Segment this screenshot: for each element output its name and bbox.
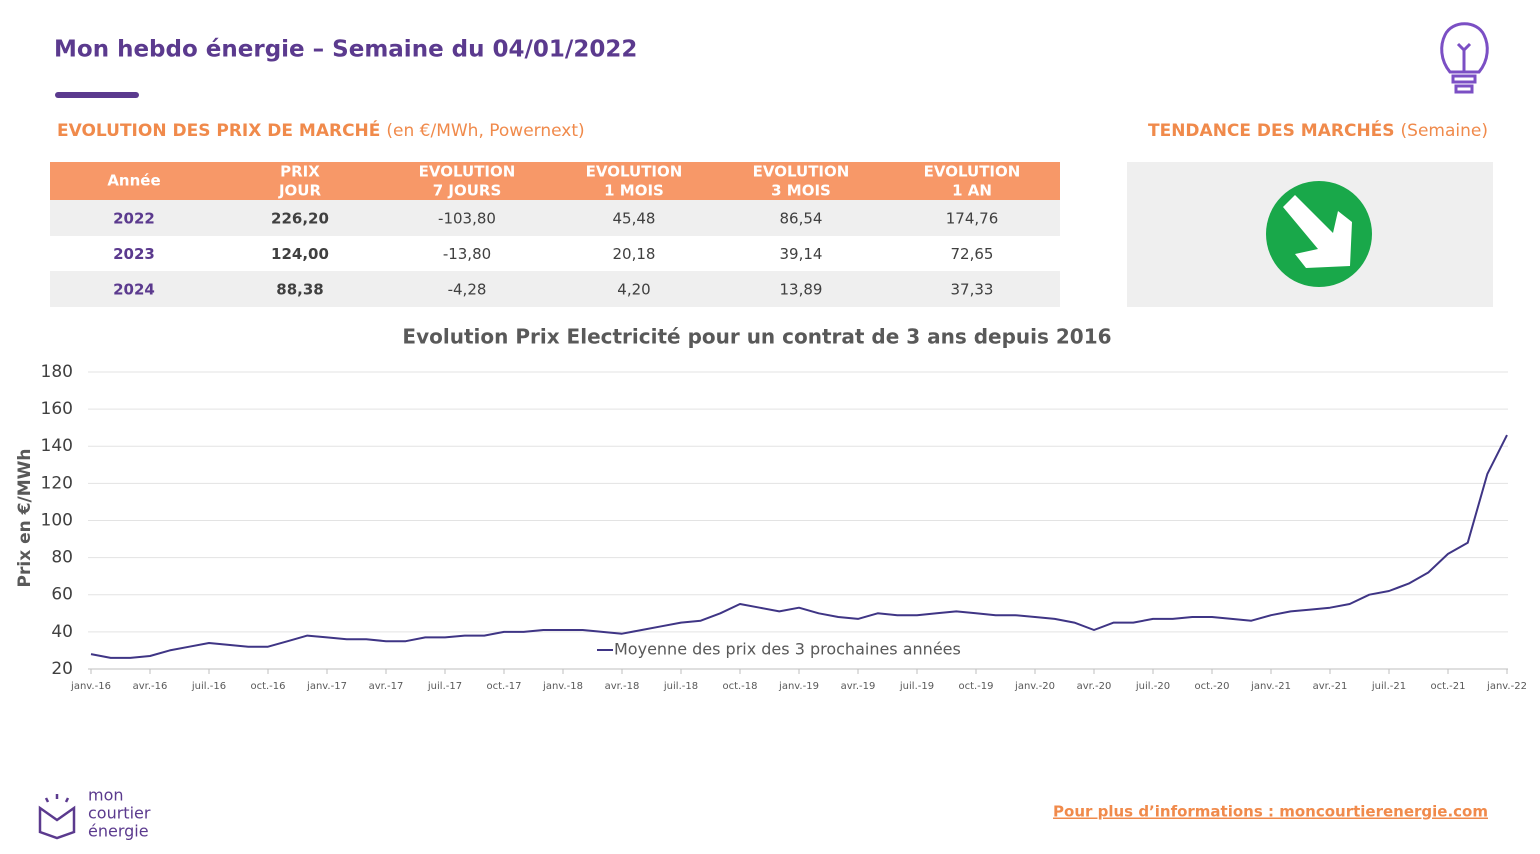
table-header-cell: EVOLUTION (586, 163, 683, 181)
y-tick-label: 160 (41, 399, 73, 419)
table-cell: -4,28 (448, 281, 487, 299)
table-header-cell: JOUR (278, 182, 322, 200)
table-cell: 226,20 (271, 210, 329, 228)
chart-title: Evolution Prix Electricité pour un contr… (402, 325, 1111, 349)
trend-arrow (1283, 195, 1352, 268)
y-tick-label: 40 (51, 622, 73, 642)
x-tick-label: juil.-16 (191, 681, 226, 692)
table-cell: 86,54 (780, 210, 823, 228)
x-tick-label: oct.-20 (1194, 681, 1229, 692)
table-cell: 72,65 (951, 245, 994, 263)
table-header-cell: Année (107, 172, 160, 190)
table-header-cell: 7 JOURS (433, 182, 502, 200)
table-cell: 2023 (113, 245, 155, 263)
table-header-cell: 1 MOIS (604, 182, 664, 200)
x-tick-label: avr.-16 (133, 681, 168, 692)
table-cell: 45,48 (613, 210, 656, 228)
table-cell: 37,33 (951, 281, 994, 299)
x-tick-label: juil.-20 (1135, 681, 1170, 692)
logo-line: énergie (88, 822, 149, 841)
logo-line: mon (88, 786, 124, 805)
table-header-cell: PRIX (280, 163, 320, 181)
x-tick-label: avr.-20 (1077, 681, 1112, 692)
y-tick-label: 180 (41, 362, 73, 382)
table-cell: 2022 (113, 210, 155, 228)
chart: Evolution Prix Electricité pour un contr… (15, 325, 1527, 693)
x-tick-label: janv.-18 (542, 681, 583, 692)
x-tick-label: juil.-21 (1371, 681, 1406, 692)
legend-label: Moyenne des prix des 3 prochaines années (614, 640, 961, 659)
table-row-bg (50, 271, 1060, 307)
table-header-bg (50, 162, 1060, 200)
footer-link[interactable]: Pour plus d’informations : moncourtieren… (1053, 803, 1488, 821)
table-cell: 13,89 (780, 281, 823, 299)
y-tick-label: 120 (41, 473, 73, 493)
table-cell: 88,38 (276, 281, 323, 299)
table-header-cell: 3 MOIS (771, 182, 831, 200)
title-underline (55, 92, 139, 98)
y-tick-label: 80 (51, 548, 73, 568)
table-cell: 174,76 (946, 210, 999, 228)
y-tick-label: 60 (51, 585, 73, 605)
table-cell: -103,80 (438, 210, 496, 228)
table-header-cell: EVOLUTION (753, 163, 850, 181)
table-header-cell: EVOLUTION (924, 163, 1021, 181)
y-tick-label: 100 (41, 510, 73, 530)
bulb-icon (1440, 22, 1489, 94)
logo-line: courtier (88, 804, 151, 823)
table-header-cell: 1 AN (952, 182, 992, 200)
trend-title: TENDANCE DES MARCHÉS (Semaine) (1148, 119, 1488, 141)
x-tick-label: janv.-22 (1486, 681, 1527, 692)
x-tick-label: oct.-21 (1430, 681, 1465, 692)
x-tick-label: oct.-19 (958, 681, 993, 692)
y-tick-label: 140 (41, 436, 73, 456)
x-tick-label: janv.-19 (778, 681, 819, 692)
x-tick-label: janv.-20 (1014, 681, 1055, 692)
y-axis-label: Prix en €/MWh (15, 449, 35, 588)
x-tick-label: avr.-17 (369, 681, 404, 692)
table-cell: 20,18 (613, 245, 656, 263)
table-cell: 124,00 (271, 245, 329, 263)
table-cell: -13,80 (443, 245, 491, 263)
x-tick-label: oct.-17 (486, 681, 521, 692)
x-tick-label: juil.-18 (663, 681, 698, 692)
series-line (90, 434, 1508, 659)
x-tick-label: janv.-17 (306, 681, 347, 692)
x-tick-label: janv.-21 (1250, 681, 1291, 692)
x-tick-label: oct.-18 (722, 681, 757, 692)
table-cell: 4,20 (617, 281, 650, 299)
x-tick-label: juil.-17 (427, 681, 462, 692)
table-cell: 39,14 (780, 245, 823, 263)
x-tick-label: janv.-16 (70, 681, 111, 692)
page-title: Mon hebdo énergie – Semaine du 04/01/202… (54, 37, 637, 63)
x-tick-label: avr.-18 (605, 681, 640, 692)
x-tick-label: juil.-19 (899, 681, 934, 692)
logo-icon (38, 794, 76, 840)
table-header-cell: EVOLUTION (419, 163, 516, 181)
x-tick-label: avr.-19 (841, 681, 876, 692)
x-tick-label: avr.-21 (1313, 681, 1348, 692)
table-section-title: EVOLUTION DES PRIX DE MARCHÉ (en €/MWh, P… (57, 119, 585, 141)
x-tick-label: oct.-16 (250, 681, 285, 692)
table-row-bg (50, 200, 1060, 236)
table-cell: 2024 (113, 281, 155, 299)
y-tick-label: 20 (51, 659, 73, 679)
